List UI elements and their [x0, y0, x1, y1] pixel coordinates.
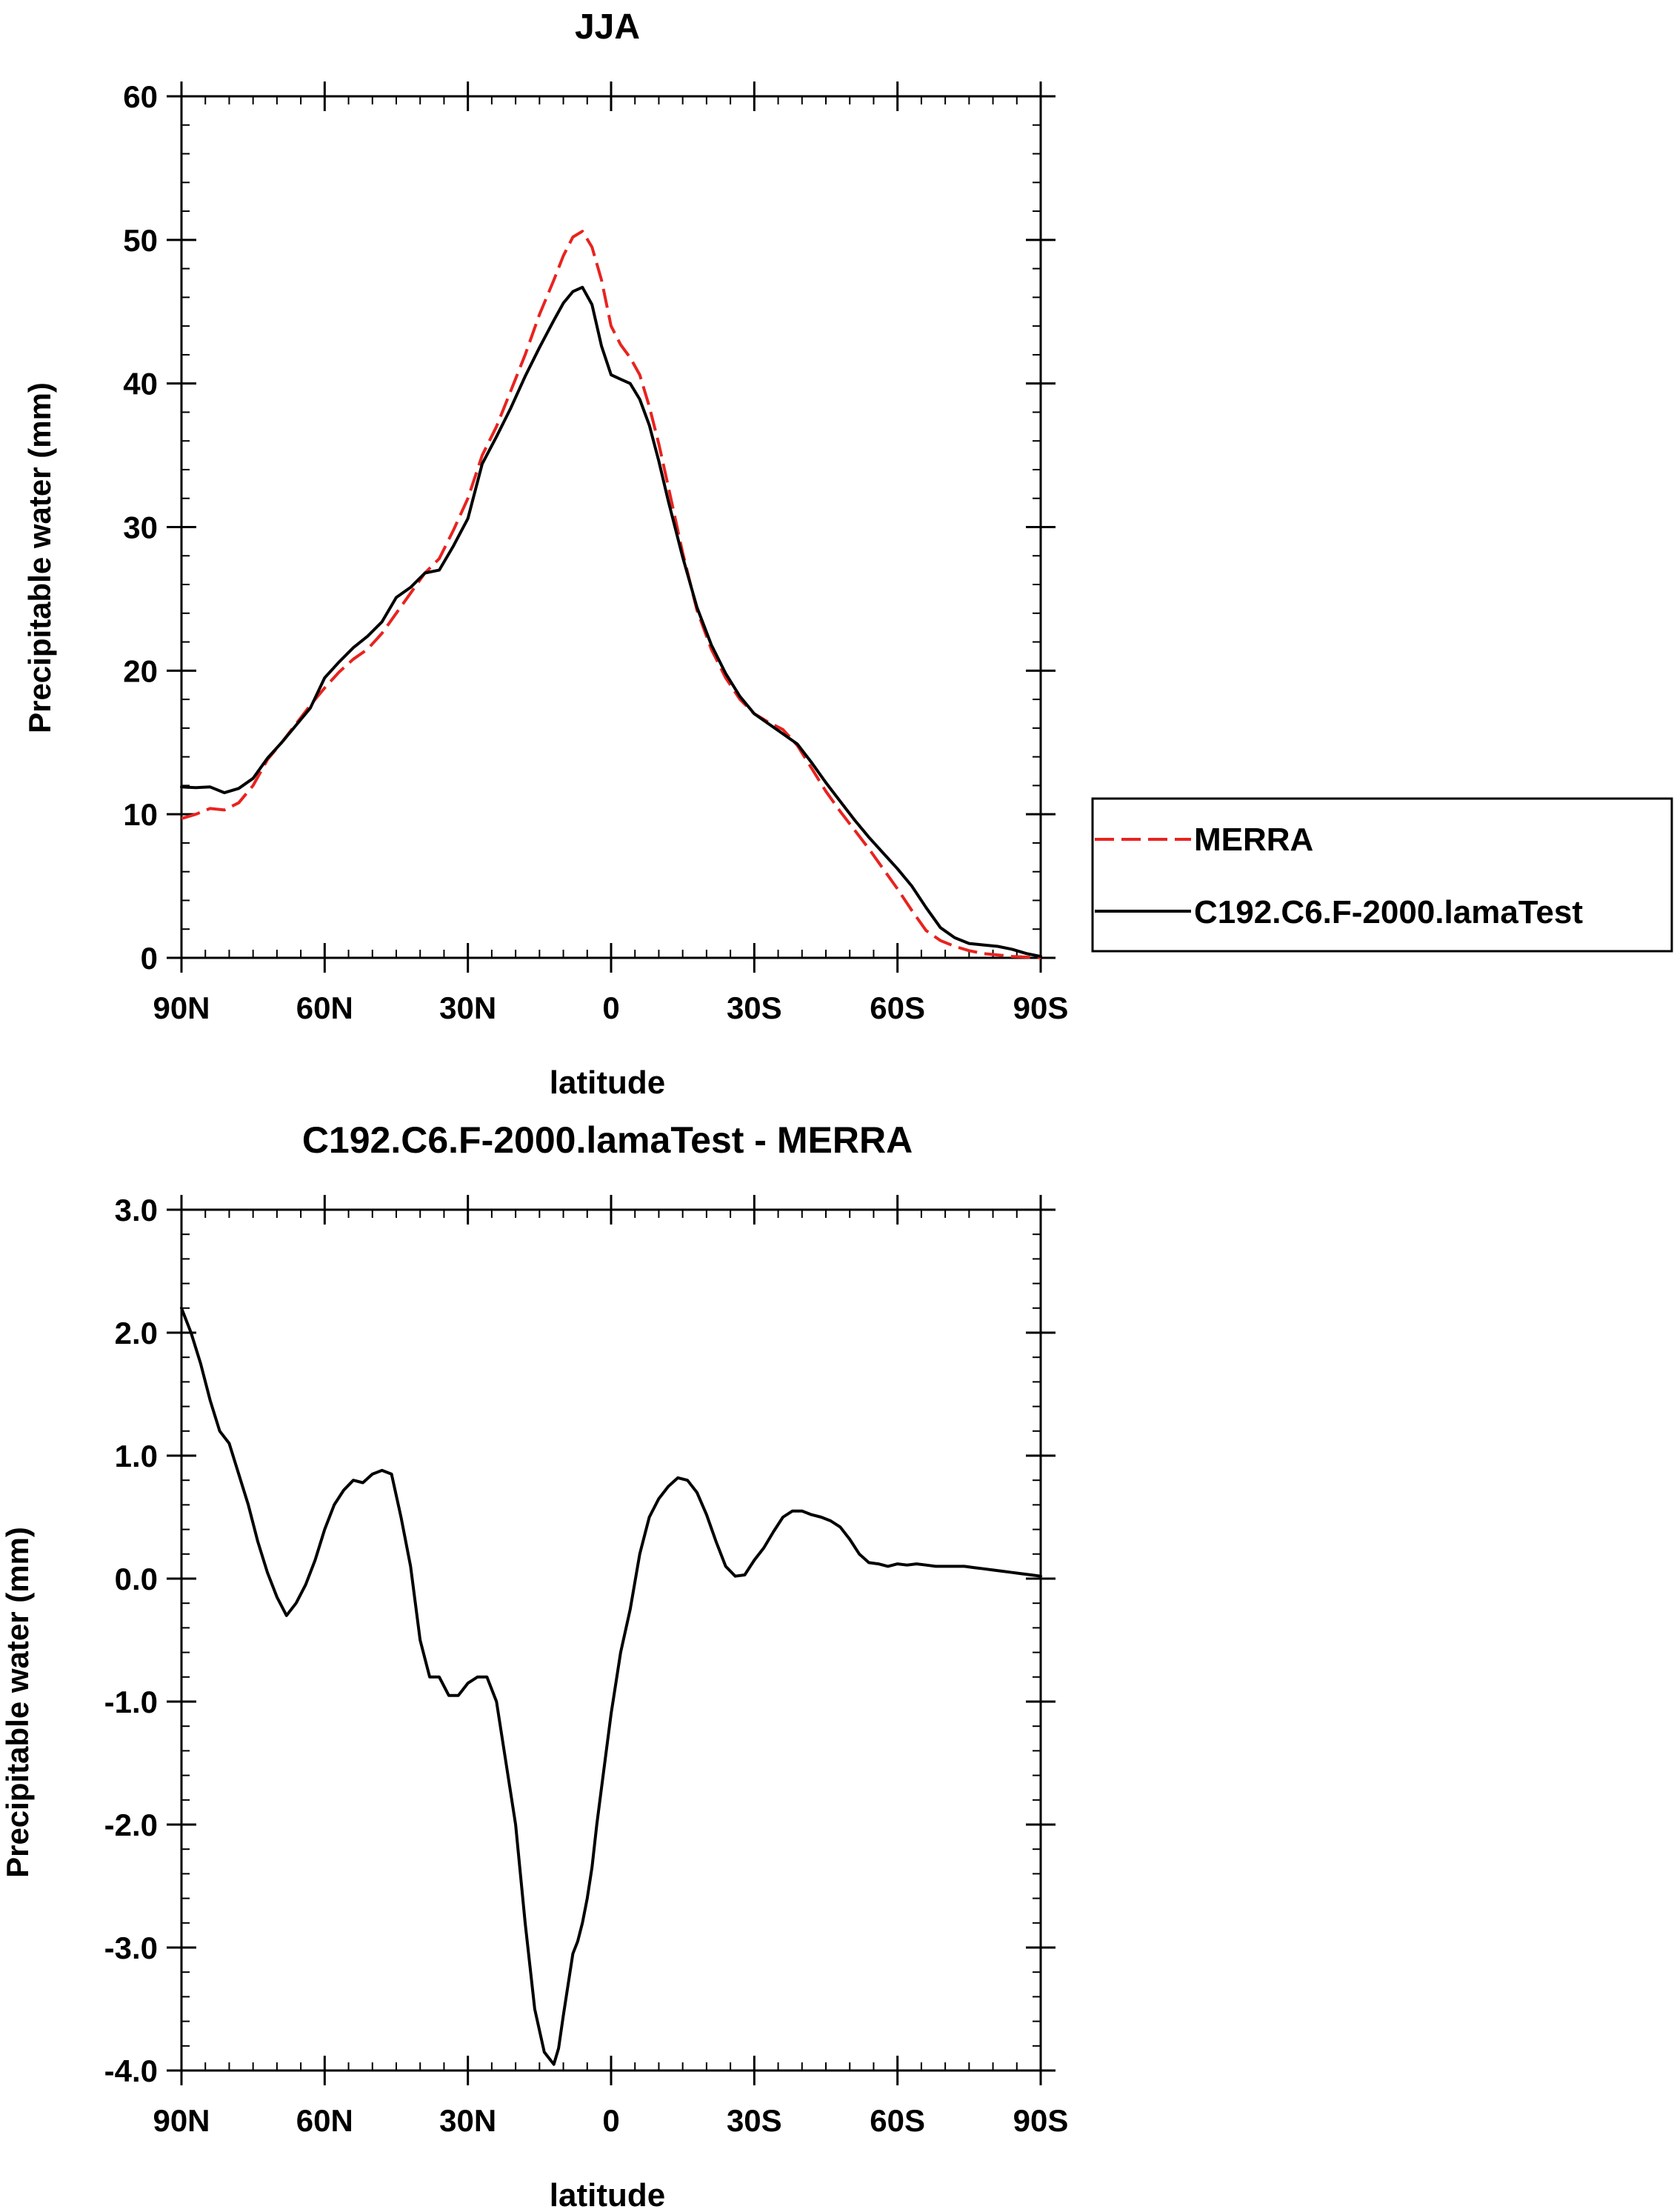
- bottom-chart-title: C192.C6.F-2000.lamaTest - MERRA: [302, 1119, 913, 1161]
- bottom-x-tick-label: 0: [602, 2103, 619, 2138]
- top-series-line-c192-c6-f-2000-lamatest: [180, 285, 1042, 959]
- top-x-tick-label: 30N: [439, 990, 496, 1025]
- bottom-plot-area: -4.0 -3.0 -2.0 -1.0 0.0 1.0 2.0 3.0 90N 60N 30N 0 30…: [104, 1193, 1069, 2138]
- top-y-tick-label: 60: [123, 79, 158, 114]
- top-x-tick-label: 90S: [1013, 990, 1069, 1025]
- top-y-tick-label: 40: [123, 367, 158, 402]
- bottom-panel: C192.C6.F-2000.lamaTest - MERRA Precipit…: [0, 1119, 1068, 2212]
- top-x-axis-label: latitude: [550, 1065, 665, 1101]
- top-x-tick-label: 0: [602, 990, 619, 1025]
- legend-merra-label: MERRA: [1194, 822, 1313, 858]
- bottom-y-tick-label: -2.0: [104, 1808, 158, 1842]
- top-y-axis-label: Precipitable water (mm): [22, 382, 57, 733]
- top-y-tick-label: 30: [123, 510, 158, 545]
- bottom-y-tick-label: 0.0: [115, 1562, 158, 1596]
- bottom-x-tick-label: 90N: [153, 2103, 210, 2138]
- bottom-series-line-c192-c6-f-2000-lamatest-merra: [180, 1306, 1042, 2066]
- top-plot-area: 0 10 20 30 40 50 60 90N 60N 30N 0 30S 60S 90S: [123, 79, 1068, 1025]
- bottom-y-tick-label: 2.0: [115, 1316, 158, 1350]
- bottom-x-axis-label: latitude: [550, 2177, 665, 2212]
- bottom-y-tick-label: 1.0: [115, 1439, 158, 1473]
- top-y-tick-label: 50: [123, 223, 158, 258]
- legend: MERRA C192.C6.F-2000.lamaTest: [1091, 797, 1673, 953]
- bottom-y-tick-label: -3.0: [104, 1930, 158, 1965]
- top-x-tick-label: 30S: [727, 990, 782, 1025]
- bottom-y-axis-label: Precipitable water (mm): [0, 1527, 35, 1878]
- bottom-y-tick-label: 3.0: [115, 1193, 158, 1227]
- top-x-tick-label: 60N: [296, 990, 353, 1025]
- bottom-y-tick-label: -1.0: [104, 1685, 158, 1719]
- bottom-x-tick-label: 90S: [1013, 2103, 1069, 2138]
- top-panel: JJA Precipitable water (mm) latitude 0 10…: [22, 7, 1068, 1101]
- top-x-tick-label: 60S: [870, 990, 925, 1025]
- top-chart-title: JJA: [575, 7, 640, 47]
- legend-box: [1091, 797, 1673, 953]
- top-plot-frame: [180, 95, 1042, 959]
- bottom-x-tick-label: 30N: [439, 2103, 496, 2138]
- top-x-tick-label: 90N: [153, 990, 210, 1025]
- legend-model-label: C192.C6.F-2000.lamaTest: [1194, 894, 1583, 930]
- bottom-x-tick-label: 30S: [727, 2103, 782, 2138]
- top-y-tick-label: 0: [141, 941, 158, 976]
- bottom-plot-frame: [180, 1208, 1042, 2072]
- top-y-tick-label: 20: [123, 653, 158, 688]
- bottom-x-tick-label: 60S: [870, 2103, 925, 2138]
- bottom-x-tick-label: 60N: [296, 2103, 353, 2138]
- top-y-tick-label: 10: [123, 797, 158, 832]
- top-series-line-merra: [181, 230, 1041, 959]
- bottom-y-tick-label: -4.0: [104, 2053, 158, 2088]
